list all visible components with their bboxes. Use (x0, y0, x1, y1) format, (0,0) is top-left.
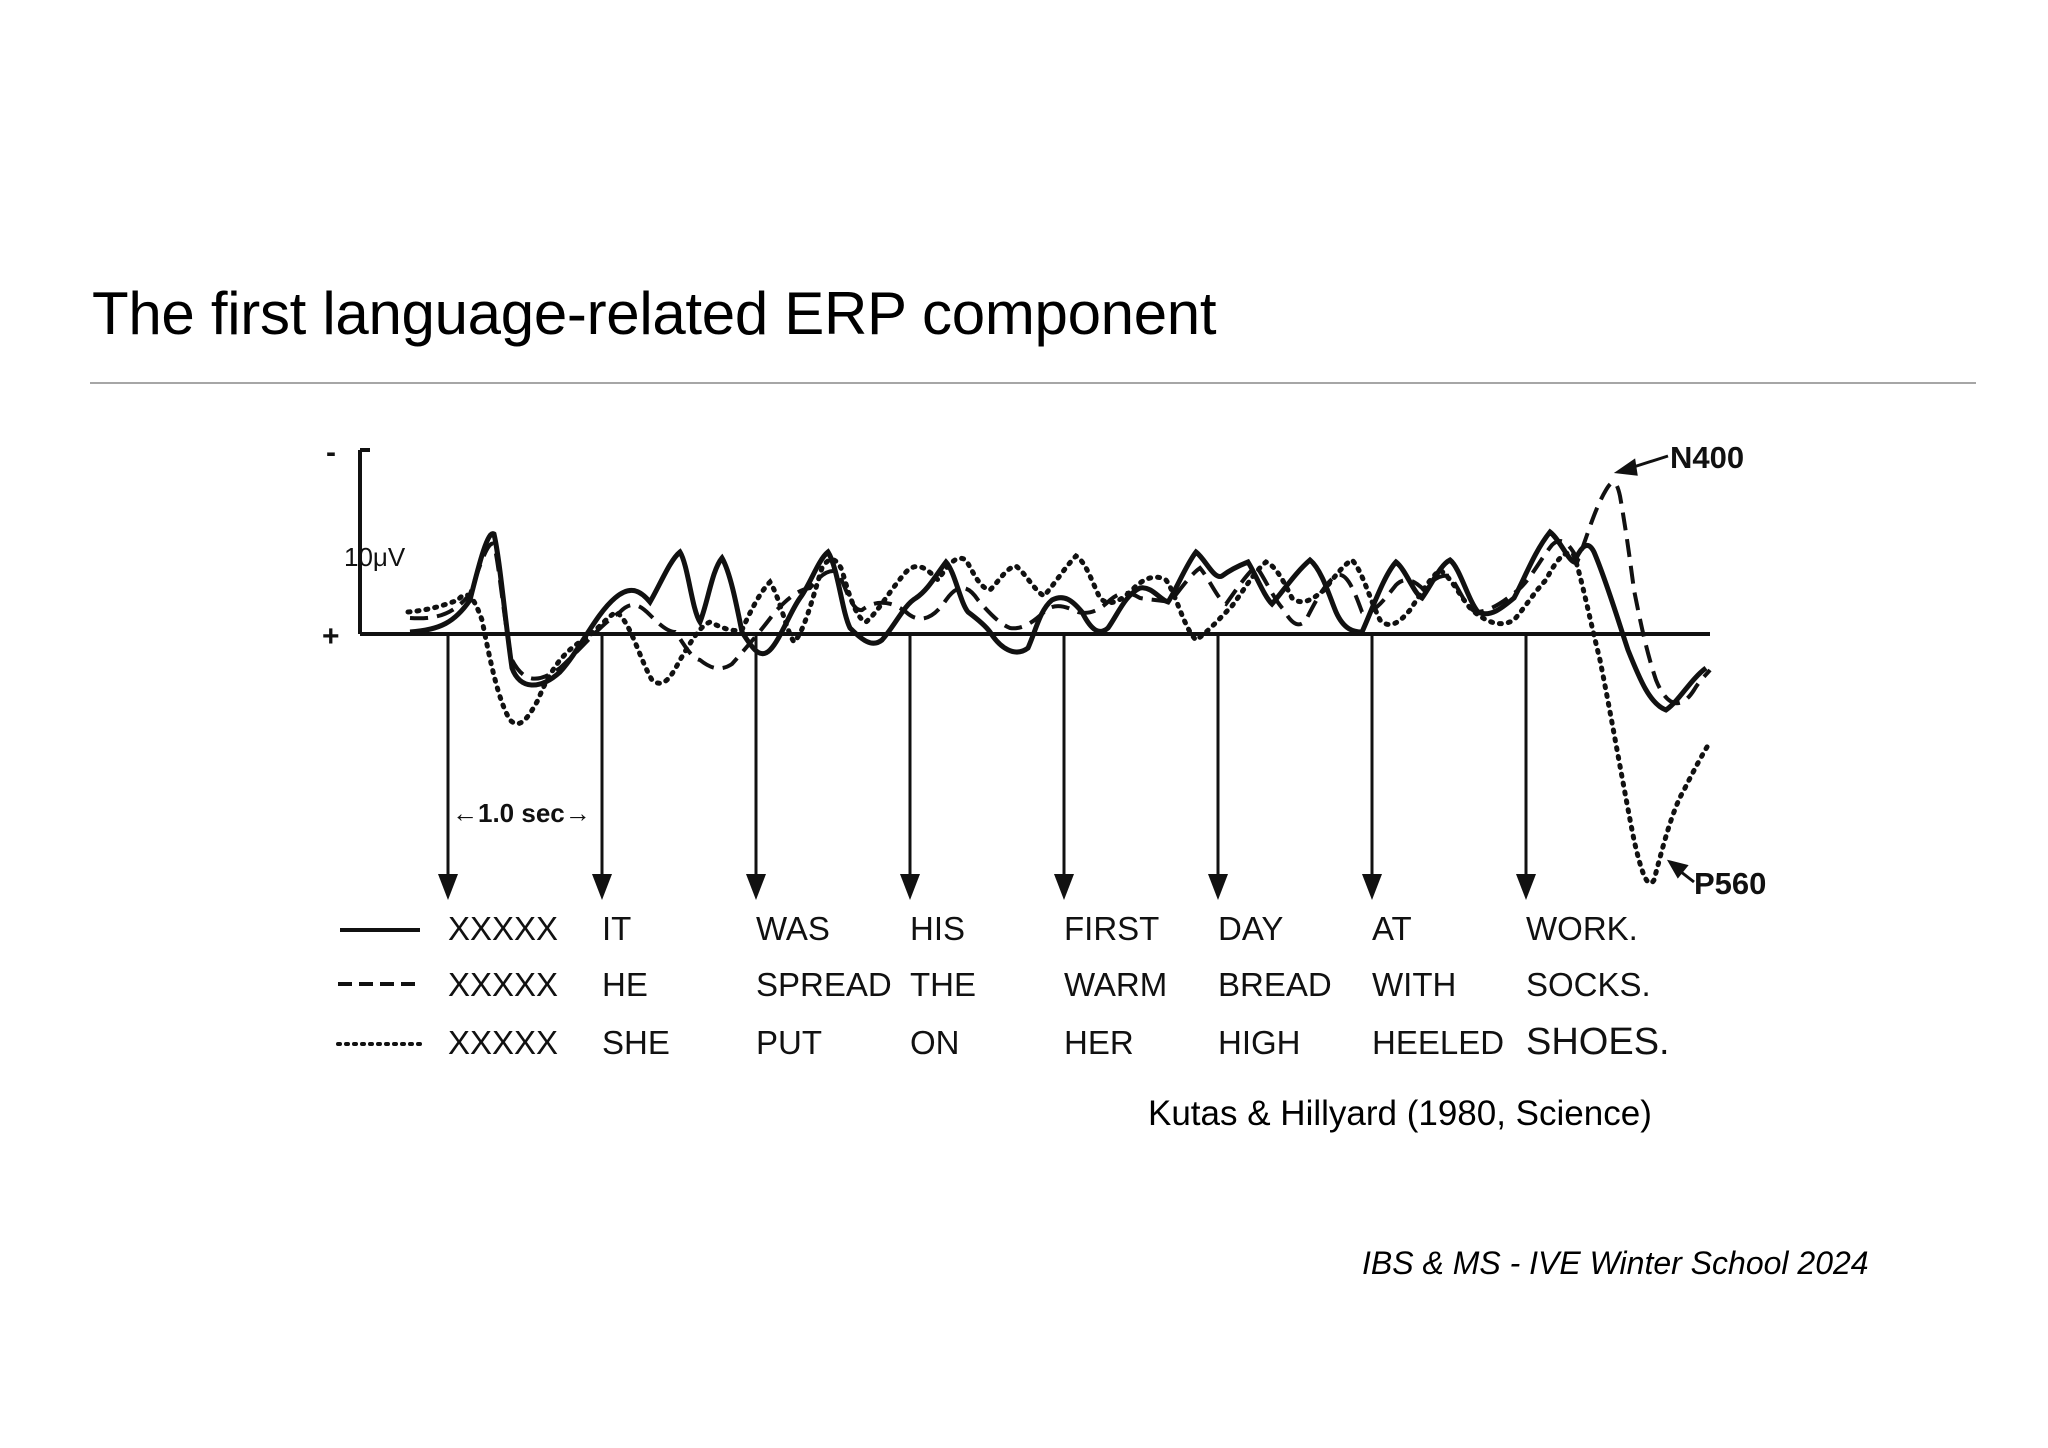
sentence-word: IT (602, 910, 631, 947)
sentence-word: BREAD (1218, 966, 1332, 1003)
sentence-word: WITH (1372, 966, 1456, 1003)
n400-arrow (1613, 454, 1669, 476)
sentence-word: SHOES. (1526, 1021, 1670, 1063)
sentence-word: HIGH (1218, 1024, 1301, 1061)
word-onset-arrowhead-7 (1362, 874, 1382, 900)
sentence-word: XXXXX (448, 910, 558, 947)
sentence-word: AT (1372, 910, 1412, 947)
sentence-word: XXXXX (448, 1024, 558, 1061)
figure-citation: Kutas & Hillyard (1980, Science) (1148, 1094, 1652, 1133)
sentence-word: HE (602, 966, 648, 1003)
sentence-word: XXXXX (448, 966, 558, 1003)
legend (336, 928, 422, 1046)
sentence-word: THE (910, 966, 976, 1003)
sentence-word: WAS (756, 910, 830, 947)
waveform-dashed (409, 480, 1712, 706)
word-onset-arrowhead-3 (746, 874, 766, 900)
word-onset-arrowhead-8 (1516, 874, 1536, 900)
word-onset-arrowhead-6 (1208, 874, 1228, 900)
sentence-word: HER (1064, 1024, 1134, 1061)
sentence-word: ON (910, 1024, 960, 1061)
y-axis-positive-sign: + (322, 620, 340, 653)
sentence-word: HIS (910, 910, 965, 947)
sentence-word: SOCKS. (1526, 966, 1651, 1003)
sentence-word: PUT (756, 1024, 822, 1061)
sentence-word: SPREAD (756, 966, 892, 1003)
y-axis-negative-sign: - (326, 436, 336, 469)
word-onset-arrows (438, 634, 1536, 900)
slide-title: The first language-related ERP component (92, 280, 1217, 347)
sentence-word: WORK. (1526, 910, 1638, 947)
sentence-word: FIRST (1064, 910, 1159, 947)
p560-arrow (1666, 859, 1695, 884)
n400-label: N400 (1670, 440, 1744, 475)
footer-note: IBS & MS - IVE Winter School 2024 (1362, 1245, 1869, 1281)
sentence-word: DAY (1218, 910, 1283, 947)
sentence-word: SHE (602, 1024, 670, 1061)
word-onset-arrowhead-1 (438, 874, 458, 900)
word-onset-arrowhead-2 (592, 874, 612, 900)
time-scale-label: ←1.0 sec→ (452, 798, 591, 828)
title-divider (90, 382, 1976, 384)
word-onset-arrowhead-4 (900, 874, 920, 900)
sentence-word: WARM (1064, 966, 1167, 1003)
sentence-word-table: XXXXX IT WAS HIS FIRST DAY AT WORK. XXXXX HE SPREA… (448, 910, 1670, 1063)
sentence-word: HEELED (1372, 1024, 1504, 1061)
p560-label: P560 (1694, 866, 1766, 901)
y-axis-scale-label: 10μV (344, 542, 406, 572)
waveform-dotted (405, 550, 1713, 886)
word-onset-arrowhead-5 (1054, 874, 1074, 900)
y-axis-scale (358, 448, 1710, 636)
